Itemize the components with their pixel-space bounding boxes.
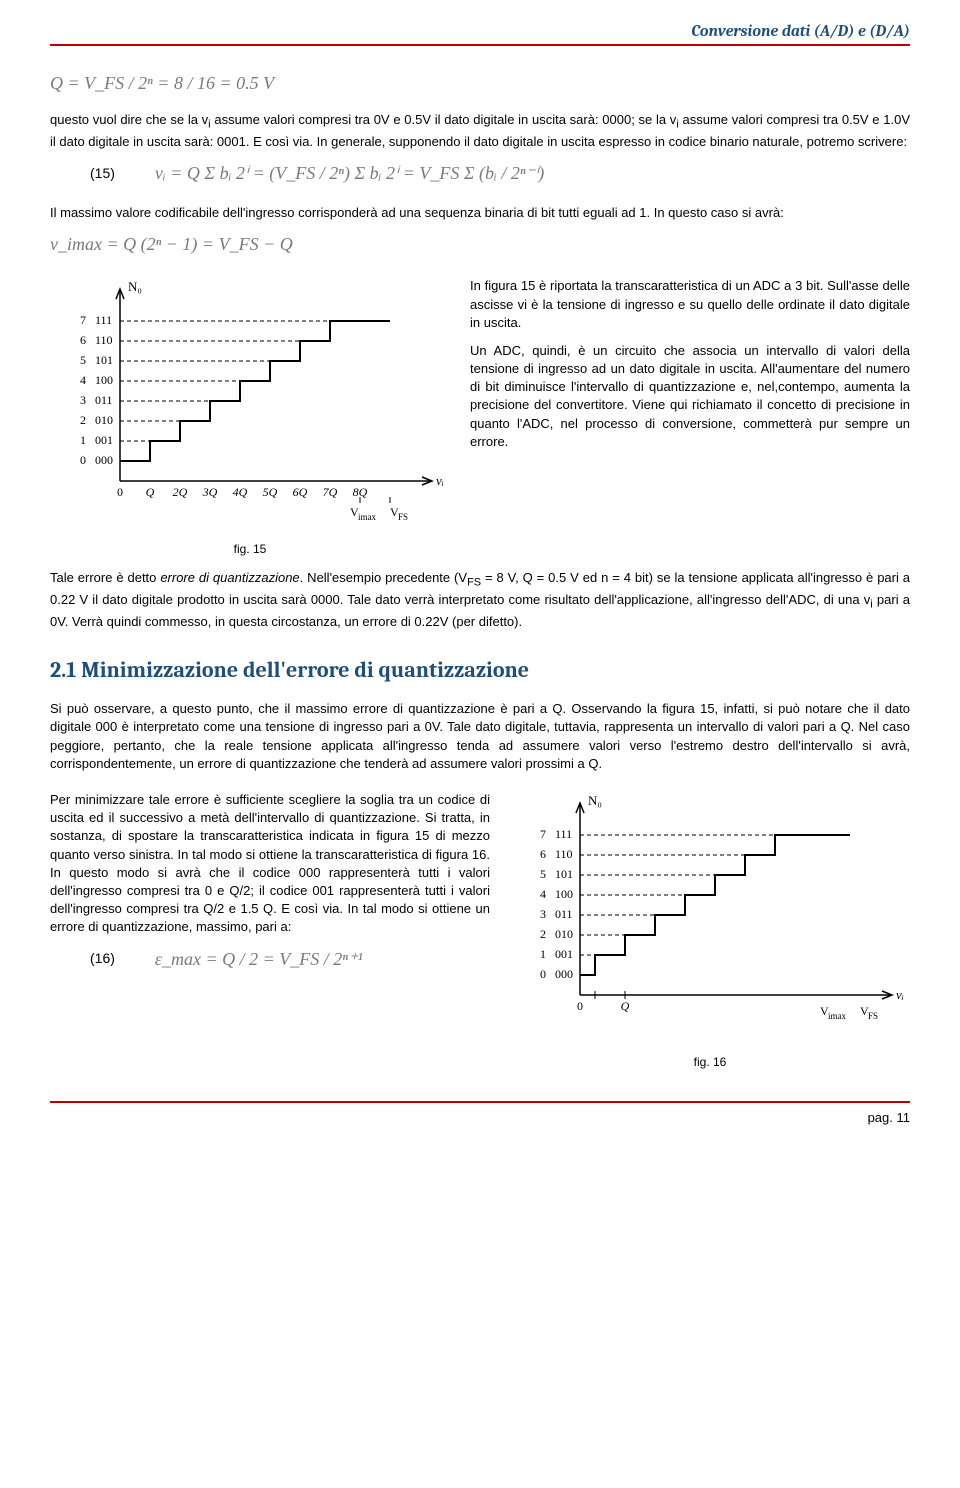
eq16-expression: ε_max = Q / 2 = V_FS / 2ⁿ⁺¹	[155, 947, 363, 972]
svg-text:111: 111	[555, 827, 572, 841]
paragraph-1: questo vuol dire che se la vi assume val…	[50, 111, 910, 151]
p3-a: Tale errore è detto	[50, 570, 160, 585]
fig16-xlabel: vᵢ	[896, 987, 904, 1002]
svg-text:0: 0	[80, 453, 86, 467]
svg-text:7Q: 7Q	[323, 485, 338, 499]
fig15-para-b: Un ADC, quindi, è un circuito che associ…	[470, 342, 910, 451]
paragraph-5: Per minimizzare tale errore è sufficient…	[50, 791, 490, 937]
eq16-number: (16)	[90, 949, 115, 969]
fig15-xlabel: vᵢ	[436, 473, 444, 488]
page-footer: pag. 11	[50, 1101, 910, 1127]
header-title: Conversione dati (A/D) e (D/A)	[691, 22, 910, 40]
figure-16: N₀ vᵢ 7 111 6 110 5 101 4 100 3 011 2 010 1 001…	[510, 785, 910, 1071]
svg-text:Q: Q	[146, 485, 155, 499]
page-header: Conversione dati (A/D) e (D/A)	[50, 20, 910, 46]
svg-text:2: 2	[540, 927, 546, 941]
svg-text:5Q: 5Q	[263, 485, 278, 499]
figure-15: N₀ vᵢ 7 111 6 110 5 101 4 100 3 011 2 010 1 001…	[50, 271, 450, 557]
svg-text:0: 0	[577, 999, 583, 1013]
section-2-1-heading: 2.1 Minimizzazione dell'errore di quanti…	[50, 655, 910, 686]
p1-b: assume valori compresi tra 0V e 0.5V il …	[211, 112, 677, 127]
svg-text:FS: FS	[868, 1011, 878, 1021]
svg-text:2Q: 2Q	[173, 485, 188, 499]
formula-vimax: v_imax = Q (2ⁿ − 1) = V_FS − Q	[50, 232, 910, 257]
svg-text:Q: Q	[621, 999, 630, 1013]
formula-q-text: Q = V_FS / 2ⁿ = 8 / 16 = 0.5 V	[50, 73, 274, 93]
svg-text:010: 010	[95, 413, 113, 427]
svg-text:6: 6	[80, 333, 86, 347]
svg-text:011: 011	[555, 907, 573, 921]
fig15-para-a: In figura 15 è riportata la transcaratte…	[470, 277, 910, 332]
svg-text:001: 001	[555, 947, 573, 961]
svg-text:011: 011	[95, 393, 113, 407]
svg-text:110: 110	[555, 847, 573, 861]
svg-text:4Q: 4Q	[233, 485, 248, 499]
paragraph-4: Si può osservare, a questo punto, che il…	[50, 700, 910, 773]
svg-text:3: 3	[80, 393, 86, 407]
paragraph-5-col: Per minimizzare tale errore è sufficient…	[50, 785, 490, 990]
svg-text:4: 4	[80, 373, 86, 387]
svg-text:100: 100	[555, 887, 573, 901]
svg-text:001: 001	[95, 433, 113, 447]
p3-b: . Nell'esempio precedente (V	[300, 570, 467, 585]
paragraph-2: Il massimo valore codificabile dell'ingr…	[50, 204, 910, 222]
svg-text:3Q: 3Q	[202, 485, 218, 499]
fig16-chart: N₀ vᵢ 7 111 6 110 5 101 4 100 3 011 2 010 1 001…	[510, 785, 910, 1045]
svg-text:111: 111	[95, 313, 112, 327]
svg-text:010: 010	[555, 927, 573, 941]
equation-15-row: (15) vᵢ = Q Σ bᵢ 2ⁱ = (V_FS / 2ⁿ) Σ bᵢ 2…	[50, 161, 910, 186]
svg-text:0: 0	[540, 967, 546, 981]
page-number: pag. 11	[868, 1110, 910, 1125]
svg-text:5: 5	[80, 353, 86, 367]
svg-text:imax: imax	[358, 512, 376, 522]
fig16-caption: fig. 16	[510, 1054, 910, 1071]
fig15-ylabel: N₀	[128, 279, 142, 294]
formula-q: Q = V_FS / 2ⁿ = 8 / 16 = 0.5 V	[50, 71, 910, 96]
svg-text:imax: imax	[828, 1011, 846, 1021]
svg-text:100: 100	[95, 373, 113, 387]
svg-text:5: 5	[540, 867, 546, 881]
svg-text:101: 101	[555, 867, 573, 881]
paragraph-3: Tale errore è detto errore di quantizzaz…	[50, 569, 910, 631]
fig15-text: In figura 15 è riportata la transcaratte…	[470, 271, 910, 461]
fig15-caption: fig. 15	[50, 541, 450, 558]
svg-text:4: 4	[540, 887, 546, 901]
p1-a: questo vuol dire che se la v	[50, 112, 208, 127]
svg-text:110: 110	[95, 333, 113, 347]
fig15-chart: N₀ vᵢ 7 111 6 110 5 101 4 100 3 011 2 010 1 001…	[50, 271, 450, 531]
svg-text:1: 1	[540, 947, 546, 961]
svg-text:FS: FS	[398, 512, 408, 522]
svg-text:1: 1	[80, 433, 86, 447]
svg-text:3: 3	[540, 907, 546, 921]
svg-text:101: 101	[95, 353, 113, 367]
svg-text:2: 2	[80, 413, 86, 427]
svg-text:7: 7	[80, 313, 86, 327]
svg-text:7: 7	[540, 827, 546, 841]
svg-text:6Q: 6Q	[293, 485, 308, 499]
eq15-expression: vᵢ = Q Σ bᵢ 2ⁱ = (V_FS / 2ⁿ) Σ bᵢ 2ⁱ = V…	[155, 161, 544, 186]
svg-text:0: 0	[117, 485, 123, 499]
equation-16-row: (16) ε_max = Q / 2 = V_FS / 2ⁿ⁺¹	[50, 947, 490, 972]
eq15-number: (15)	[90, 164, 115, 184]
svg-text:8Q: 8Q	[353, 485, 368, 499]
fig16-ylabel: N₀	[588, 793, 602, 808]
p3-err: errore di quantizzazione	[160, 570, 299, 585]
svg-text:6: 6	[540, 847, 546, 861]
svg-text:000: 000	[95, 453, 113, 467]
svg-text:000: 000	[555, 967, 573, 981]
